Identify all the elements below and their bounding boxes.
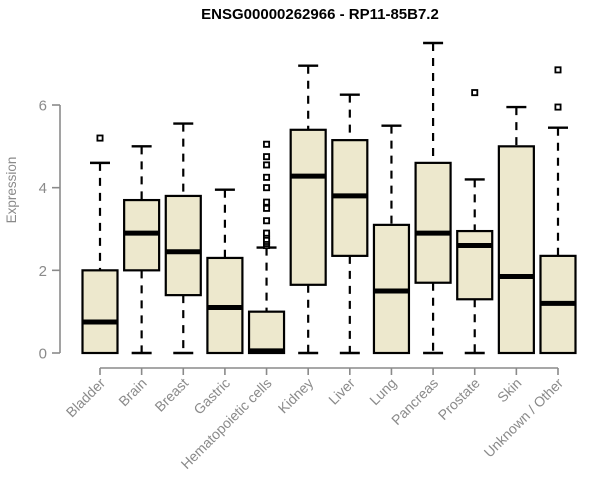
x-tick-label-prostate: Prostate — [435, 375, 483, 423]
outlier-point-bladder — [96, 134, 104, 142]
box-kidney — [289, 128, 327, 286]
outlier-point-unknown-other — [554, 103, 562, 111]
outlier-point-hematopoietic-cells — [263, 204, 271, 212]
outlier-point-hematopoietic-cells — [263, 173, 271, 181]
box-skin — [497, 145, 535, 355]
x-tick-label-lung: Lung — [366, 375, 399, 408]
x-tick-label-brain: Brain — [115, 375, 149, 409]
outlier-point-unknown-other — [554, 66, 562, 74]
x-tick-label-skin: Skin — [494, 375, 525, 406]
box-pancreas — [414, 161, 452, 284]
box-hematopoietic-cells — [247, 310, 286, 355]
box-breast — [164, 194, 202, 297]
x-tick-label-kidney: Kidney — [275, 375, 317, 417]
x-tick-label-breast: Breast — [151, 375, 191, 415]
box-bladder — [81, 269, 119, 355]
y-tick-label: 4 — [39, 180, 47, 197]
x-tick-label-unknown-other: Unknown / Other — [481, 375, 567, 461]
outlier-point-prostate — [471, 89, 479, 97]
outlier-point-hematopoietic-cells — [263, 161, 271, 169]
y-tick-label: 2 — [39, 263, 47, 280]
x-tick-label-bladder: Bladder — [63, 375, 109, 421]
outlier-point-hematopoietic-cells — [263, 229, 271, 237]
outlier-point-hematopoietic-cells — [263, 217, 271, 225]
y-tick-label: 0 — [39, 346, 47, 363]
outlier-point-hematopoietic-cells — [263, 140, 271, 148]
outlier-point-hematopoietic-cells — [263, 153, 271, 161]
chart-title: ENSG00000262966 - RP11-85B7.2 — [201, 6, 439, 23]
y-axis-title: Expression — [4, 157, 19, 224]
y-tick-label: 6 — [39, 98, 47, 115]
x-tick-label-liver: Liver — [325, 375, 358, 408]
outlier-point-hematopoietic-cells — [263, 184, 271, 192]
box-prostate — [456, 229, 494, 301]
outlier-point-hematopoietic-cells — [263, 198, 271, 206]
